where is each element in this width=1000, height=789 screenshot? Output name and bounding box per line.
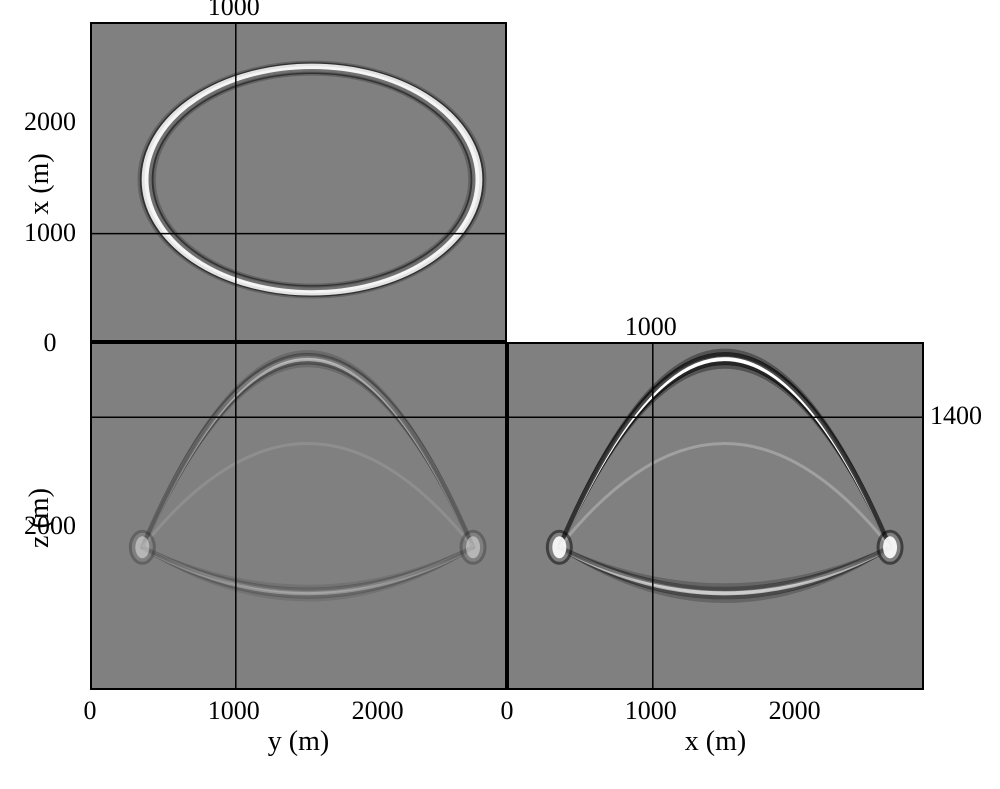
- tick: 2000: [343, 696, 413, 726]
- tick: 2000: [20, 511, 80, 541]
- tick: 2000: [760, 696, 830, 726]
- tick: 1000: [616, 696, 686, 726]
- panel-xy: [90, 22, 507, 342]
- tick-top-zx: 1000: [616, 312, 686, 342]
- tick: 0: [55, 696, 125, 726]
- figure-root: { "figure": { "width": 1000, "height": 7…: [0, 0, 1000, 789]
- axis-label-y: y (m): [249, 726, 349, 758]
- tick: 0: [20, 328, 80, 358]
- panel-zy: [90, 342, 507, 690]
- tick: 2000: [20, 107, 80, 137]
- panel-zx: [507, 342, 924, 690]
- panel-canvas: [92, 344, 507, 690]
- tick-top-xy: 1000: [199, 0, 269, 22]
- panel-canvas: [92, 24, 507, 342]
- panel-canvas: [509, 344, 924, 690]
- tick: 0: [472, 696, 542, 726]
- axis-label-x: x (m): [24, 144, 56, 224]
- tick-right-zx: 1400: [930, 401, 982, 431]
- tick: 1000: [20, 218, 80, 248]
- tick: 1000: [199, 696, 269, 726]
- axis-label-x-bottom: x (m): [666, 726, 766, 758]
